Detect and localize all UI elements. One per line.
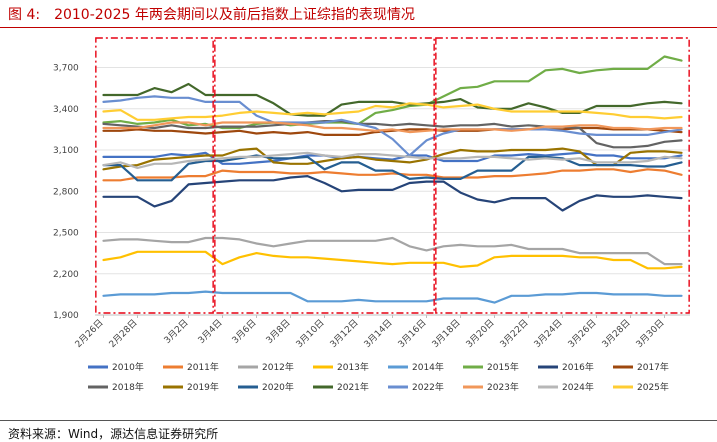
legend-label: 2024年 [562,381,594,393]
x-tick-label: 3月6日 [230,317,259,346]
x-tick-label: 3月24日 [532,317,565,350]
legend: 2010年 2011年 2012年 2013年 2014年 2015年 2016年 2017年… [88,361,669,393]
source-note: 资料来源：Wind，源达信息证券研究所 [8,427,219,441]
highlight-box [435,37,690,314]
legend-label: 2023年 [487,381,519,393]
x-tick-label: 3月10日 [294,317,327,350]
series-line [102,95,683,157]
legend-label: 2022年 [412,381,444,393]
x-tick-label: 3月20日 [464,317,497,350]
x-tick-label: 3月18日 [430,317,463,350]
highlight-box [95,37,214,314]
legend-label: 2014年 [412,361,444,373]
series-lines [102,55,683,304]
series-line [102,147,683,171]
legend-label: 2021年 [337,381,369,393]
series-line [102,250,683,270]
x-axis: 2月26日 2月28日 3月2日 3月4日 3月6日 3月8日 3月10日 3月12日 3月14… [73,314,690,350]
series-line [102,236,683,266]
x-tick-label: 3月30日 [634,317,667,350]
y-tick-label: 2,800 [53,187,79,197]
x-tick-label: 2月26日 [73,317,106,350]
x-tick-label: 3月22日 [498,317,531,350]
y-tick-label: 3,700 [53,64,79,74]
legend-label: 2013年 [337,361,369,373]
legend-label: 2025年 [637,381,669,393]
line-chart: 1,900 2,200 2,500 2,800 3,100 3,400 3,700 2月26… [53,37,690,393]
x-tick-label: 2月28日 [107,317,140,350]
title-divider [0,27,717,28]
series-line [102,126,683,137]
legend-label: 2011年 [187,361,219,373]
legend-label: 2017年 [637,361,669,373]
y-tick-label: 1,900 [53,311,79,321]
x-tick-label: 3月4日 [196,317,225,346]
figure-title: 图 4: 2010-2025 年两会期间以及前后指数上证综指的表现情况 [8,7,415,23]
series-line [102,290,683,304]
highlight-box [214,37,435,314]
series-line [102,102,683,121]
y-tick-label: 3,400 [53,105,79,115]
series-line [102,151,683,169]
series-line [102,121,683,134]
y-tick-label: 2,200 [53,270,79,280]
x-tick-label: 3月12日 [328,317,361,350]
y-axis: 1,900 2,200 2,500 2,800 3,100 3,400 3,700 [53,64,79,322]
x-tick-label: 3月14日 [362,317,395,350]
legend-label: 2018年 [112,381,144,393]
highlight-boxes [95,37,690,314]
y-tick-label: 3,100 [53,146,79,156]
legend-label: 2016年 [562,361,594,373]
series-line [102,154,683,182]
x-tick-label: 3月26日 [566,317,599,350]
series-line [102,175,683,212]
y-tick-label: 2,500 [53,229,79,239]
legend-label: 2015年 [487,361,519,373]
legend-label: 2020年 [262,381,294,393]
series-line [102,151,683,165]
x-tick-label: 3月16日 [396,317,429,350]
legend-label: 2019年 [187,381,219,393]
legend-label: 2010年 [112,361,144,373]
legend-label: 2012年 [262,361,294,373]
x-tick-label: 3月2日 [162,317,191,346]
x-tick-label: 3月8日 [264,317,293,346]
gridlines [95,67,690,316]
source-divider [0,420,717,421]
x-tick-label: 3月28日 [600,317,633,350]
series-line [102,168,683,182]
series-line [102,82,683,117]
